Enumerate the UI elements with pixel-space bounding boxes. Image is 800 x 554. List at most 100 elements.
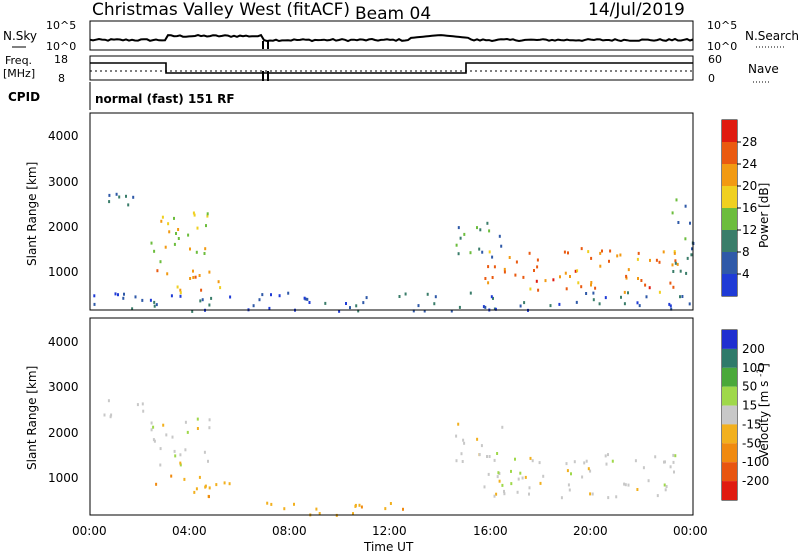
data-cell	[492, 296, 494, 300]
data-cell	[460, 452, 463, 456]
data-cell	[450, 309, 453, 313]
data-cell	[173, 449, 176, 453]
data-cell	[228, 482, 231, 486]
data-cell	[108, 193, 111, 197]
freq-tick-bottom: 8	[58, 72, 65, 85]
data-cell	[278, 294, 281, 298]
data-cell	[529, 287, 532, 291]
velocity-panel: 1000 2000 3000 4000 Slant Range [km] 200…	[25, 317, 771, 517]
data-cell	[127, 203, 130, 207]
data-cell	[179, 453, 182, 457]
data-cell	[564, 271, 567, 275]
xtick-0: 00:00	[72, 524, 107, 538]
data-cell	[487, 281, 490, 285]
data-cell	[679, 269, 682, 273]
velocity-colorbar-segment	[722, 424, 737, 444]
data-cell	[268, 306, 271, 310]
data-cell	[412, 309, 415, 313]
data-cell	[423, 309, 426, 313]
data-cell	[495, 492, 498, 496]
data-cell	[131, 307, 134, 311]
data-cell	[150, 428, 153, 432]
data-cell	[194, 275, 197, 279]
data-cell	[458, 305, 461, 309]
data-cell	[109, 415, 112, 419]
velocity-yticks: 1000 2000 3000 4000	[48, 335, 79, 485]
power-colorbar-tick: 24	[742, 157, 757, 171]
data-cell	[493, 458, 496, 462]
data-cell	[107, 399, 110, 403]
data-cell	[484, 305, 487, 309]
data-cell	[533, 269, 535, 272]
data-cell	[510, 482, 513, 486]
data-cell	[536, 265, 539, 269]
data-cell	[308, 301, 311, 304]
data-cell	[517, 477, 520, 481]
data-cell	[590, 283, 592, 287]
data-cell	[627, 483, 630, 487]
data-cell	[153, 249, 156, 253]
data-cell	[684, 204, 687, 208]
data-cell	[170, 294, 173, 298]
data-cell	[177, 228, 180, 231]
data-cell	[528, 492, 530, 496]
data-cell	[624, 483, 627, 487]
data-cell	[434, 295, 437, 299]
velocity-colorbar-segment	[722, 405, 737, 425]
data-cell	[679, 295, 681, 299]
data-cell	[528, 251, 531, 255]
data-cell	[463, 441, 466, 445]
power-colorbar-segment	[722, 274, 737, 296]
velocity-ytick-1000: 1000	[48, 471, 79, 485]
data-cell	[478, 453, 481, 456]
power-marks	[93, 192, 695, 313]
data-cell	[647, 479, 650, 483]
data-cell	[589, 492, 592, 496]
data-cell	[159, 463, 162, 467]
data-cell	[210, 296, 213, 300]
data-cell	[179, 291, 182, 295]
data-cell	[658, 260, 661, 264]
data-cell	[686, 256, 689, 260]
power-ylabel: Slant Range [km]	[25, 162, 39, 266]
data-cell	[293, 502, 295, 506]
data-cell	[389, 502, 392, 505]
data-cell	[619, 253, 622, 257]
data-cell	[223, 481, 226, 485]
data-cell	[503, 270, 506, 274]
data-cell	[585, 292, 588, 295]
data-cell	[150, 421, 153, 425]
data-cell	[498, 479, 501, 483]
data-cell	[365, 296, 368, 300]
data-cell	[208, 426, 211, 430]
velocity-colorbar-label-text: Velocity [m s	[757, 381, 771, 458]
data-cell	[587, 467, 590, 471]
velocity-colorbar-segment	[722, 481, 737, 500]
velocity-ytick-2000: 2000	[48, 426, 79, 440]
data-cell	[670, 307, 673, 311]
freq-line	[90, 62, 693, 74]
data-cell	[648, 286, 651, 290]
data-cell	[404, 292, 407, 296]
data-cell	[491, 255, 494, 259]
data-cell	[324, 301, 327, 305]
velocity-colorbar-segment	[722, 443, 737, 463]
data-cell	[183, 477, 186, 481]
power-colorbar-ticks: 4 8 12 16 20 24 28	[722, 120, 757, 296]
data-cell	[493, 265, 496, 269]
data-cell	[152, 425, 155, 429]
date-title: 14/Jul/2019	[588, 0, 685, 20]
data-cell	[287, 291, 290, 295]
data-cell	[605, 462, 608, 466]
data-cell	[539, 481, 542, 485]
velocity-colorbar-segment	[722, 386, 737, 406]
xtick-1: 04:00	[172, 524, 207, 538]
data-cell	[601, 249, 603, 253]
data-cell	[195, 250, 198, 254]
x-axis-label: Time UT	[363, 540, 414, 554]
data-cell	[565, 287, 568, 291]
data-cell	[171, 435, 174, 439]
data-cell	[417, 304, 420, 308]
data-cell	[599, 251, 602, 255]
freq-tick-top: 18	[54, 53, 68, 66]
